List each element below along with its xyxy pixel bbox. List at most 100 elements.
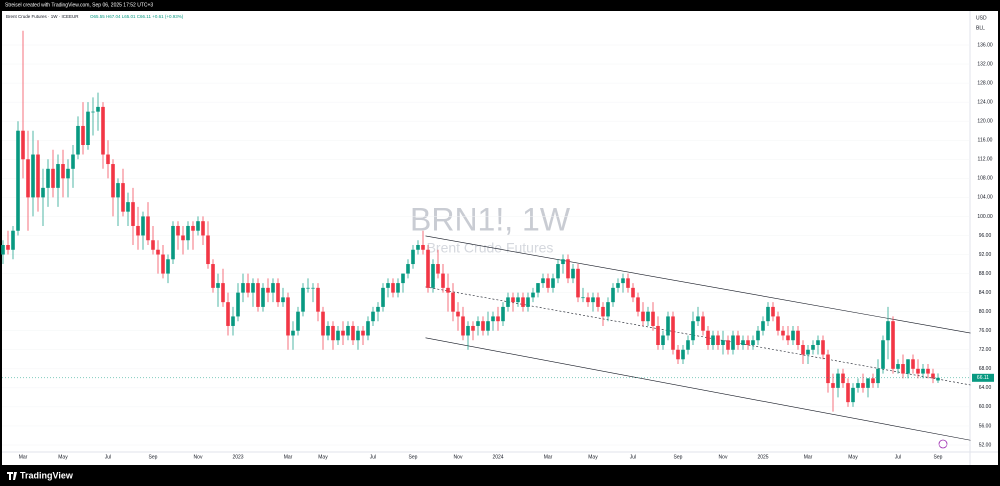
candle-body (816, 340, 820, 345)
candle-body (631, 287, 635, 298)
candle-body (661, 335, 665, 345)
candle-body (331, 325, 335, 341)
candle-body (301, 287, 305, 312)
x-tick-label: Mar (284, 454, 293, 460)
candle-body (421, 245, 425, 250)
x-tick-label: Jul (895, 454, 901, 460)
events-icon[interactable] (938, 439, 948, 449)
candle-body (891, 321, 895, 369)
candle-body (126, 202, 130, 212)
y-tick-label: 68.00 (979, 366, 992, 372)
candle-body (901, 364, 905, 374)
candle-body (186, 225, 190, 241)
x-tick-label: Nov (719, 454, 728, 460)
candle-body (276, 283, 280, 303)
candle-body (746, 340, 750, 345)
candle-body (541, 278, 545, 284)
candle-body (376, 306, 380, 312)
candle-body (921, 368, 925, 374)
candle-body (16, 130, 20, 231)
candle-body (591, 297, 595, 303)
candle-body (116, 183, 120, 198)
candle-body (726, 340, 730, 350)
x-tick-label: Mar (804, 454, 813, 460)
candle-body (671, 316, 675, 350)
y-tick-label: 64.00 (979, 385, 992, 391)
candle-body (56, 164, 60, 188)
candle-body (201, 221, 205, 236)
candle-body (221, 283, 225, 303)
candle-body (616, 283, 620, 288)
candle-body (886, 321, 890, 341)
candle-body (871, 378, 875, 384)
x-tick-label: Mar (544, 454, 553, 460)
candle-body (31, 154, 35, 198)
candle-body (326, 325, 330, 336)
x-tick-label: Jul (105, 454, 111, 460)
candle-body (91, 111, 95, 113)
x-tick-label: May (848, 454, 858, 460)
candle-body (196, 221, 200, 231)
x-tick-label: Nov (454, 454, 463, 460)
candle-body (486, 321, 490, 331)
candle-body (506, 297, 510, 307)
candle-body (781, 330, 785, 336)
candle-body (446, 287, 450, 293)
candle-body (11, 230, 15, 250)
candle-body (751, 340, 755, 345)
candle-body (766, 306, 770, 322)
y-tick-label: 96.00 (979, 233, 992, 239)
candle-body (21, 130, 25, 160)
candle-body (696, 316, 700, 322)
candle-body (491, 316, 495, 322)
candle-body (626, 278, 630, 288)
ohlc-line: O65.55 H67.04 L65.01 C66.11 +0.61 (+0.93… (90, 14, 184, 19)
candle-body (1, 245, 5, 255)
candle-body (716, 335, 720, 345)
chart-panel (2, 11, 998, 465)
candle-body (426, 249, 430, 288)
candle-body (316, 287, 320, 312)
candle-body (291, 330, 295, 336)
candle-body (686, 340, 690, 350)
candle-body (281, 297, 285, 303)
footer (2, 466, 998, 486)
candle-body (131, 202, 135, 226)
candle-body (321, 311, 325, 336)
x-tick-label: Mar (19, 454, 28, 460)
candle-body (211, 264, 215, 288)
candle-body (481, 321, 485, 331)
candle-body (246, 283, 250, 293)
brand: TradingView (20, 470, 74, 480)
candle-body (876, 368, 880, 384)
candle-body (811, 345, 815, 350)
candle-body (551, 278, 555, 288)
candle-body (286, 297, 290, 336)
candle-body (586, 297, 590, 303)
candle-body (106, 154, 110, 165)
candle-body (681, 349, 685, 360)
candle-body (666, 316, 670, 336)
candle-body (701, 316, 705, 331)
candle-body (176, 225, 180, 236)
credit: Streisel created with TradingView.com, S… (5, 2, 153, 8)
candle-body (756, 330, 760, 341)
candle-body (151, 240, 155, 250)
candle-body (181, 235, 185, 241)
candle-body (656, 325, 660, 345)
candle-body (706, 330, 710, 345)
candle-body (791, 330, 795, 341)
x-tick-label: Sep (149, 454, 158, 460)
x-tick-label: Jul (630, 454, 636, 460)
candle-body (121, 183, 125, 212)
candle-body (406, 264, 410, 274)
x-tick-label: 2025 (757, 454, 768, 460)
candle-body (581, 297, 585, 299)
candle-body (911, 359, 915, 369)
candle-body (51, 168, 55, 188)
y-tick-label: 124.00 (977, 99, 993, 105)
y-tick-label: 104.00 (977, 195, 993, 201)
candle-body (391, 283, 395, 293)
y-tick-label: 76.00 (979, 328, 992, 334)
